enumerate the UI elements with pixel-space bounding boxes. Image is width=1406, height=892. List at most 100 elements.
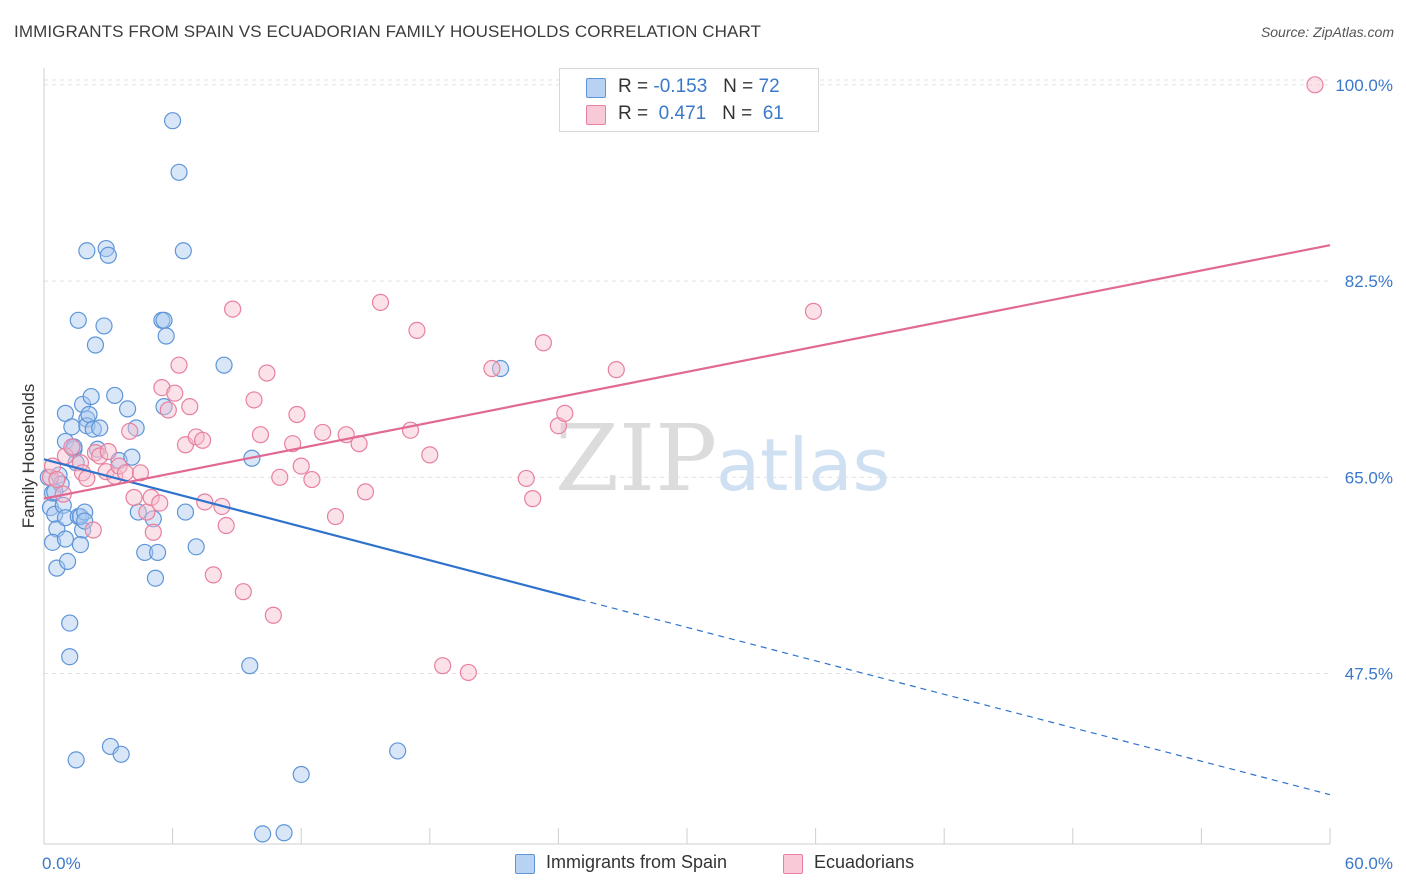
point-ecuadorians-39: [251, 426, 270, 444]
point-ecuadorians-57: [459, 663, 477, 682]
point-spain-17: [63, 418, 81, 436]
axes: [43, 68, 1331, 845]
point-spain-12: [58, 552, 77, 571]
point-ecuadorians-27: [170, 356, 188, 374]
y-tick-label-3: 100.0%: [1335, 76, 1393, 95]
point-spain-52: [148, 543, 167, 562]
point-ecuadorians-63: [556, 404, 574, 422]
point-spain-51: [146, 569, 165, 587]
y-axis-label: Family Households: [19, 384, 38, 529]
point-spain-62: [215, 356, 233, 374]
point-spain-3: [46, 505, 64, 523]
point-ecuadorians-11: [91, 447, 109, 465]
point-spain-28: [76, 512, 94, 530]
point-spain-26: [71, 535, 90, 554]
point-spain-6: [48, 559, 66, 577]
point-ecuadorians-31: [194, 431, 212, 449]
point-ecuadorians-40: [258, 364, 276, 382]
point-spain-60: [176, 503, 195, 521]
x-tick-label-0: 0.0%: [42, 854, 81, 873]
point-spain-45: [118, 400, 137, 418]
point-spain-11: [56, 530, 75, 548]
point-ecuadorians-61: [534, 334, 552, 352]
point-spain-56: [157, 327, 175, 345]
watermark: ZIP atlas: [555, 405, 890, 512]
point-ecuadorians-59: [517, 469, 535, 488]
point-ecuadorians-36: [224, 300, 242, 318]
tick-labels: 47.5% 65.0% 82.5% 100.0% 0.0% 60.0%: [42, 76, 1393, 873]
point-ecuadorians-54: [408, 321, 426, 340]
point-spain-5: [43, 533, 62, 551]
point-spain-22: [69, 311, 87, 329]
legend-swatch-spain: [586, 78, 606, 98]
gridlines: [44, 79, 1330, 675]
point-spain-42: [106, 386, 124, 405]
point-ecuadorians-41: [264, 606, 282, 624]
point-ecuadorians-5: [63, 438, 81, 456]
legend-swatch-ecuadorians: [586, 105, 606, 125]
point-ecuadorians-43: [284, 435, 302, 453]
legend-n-value-ecuadorians: 61: [762, 103, 784, 124]
point-spain-46: [123, 448, 141, 466]
point-ecuadorians-38: [245, 391, 263, 409]
series-legend-swatch-spain: [515, 854, 535, 874]
point-ecuadorians-37: [234, 583, 252, 601]
legend-r-label: R =: [618, 76, 649, 97]
point-spain-40: [99, 246, 117, 264]
point-spain-32: [78, 242, 96, 260]
point-spain-54: [155, 311, 173, 329]
point-spain-49: [136, 543, 154, 562]
point-spain-44: [112, 745, 130, 763]
point-ecuadorians-55: [421, 446, 439, 464]
point-ecuadorians-33: [204, 566, 222, 584]
point-ecuadorians-45: [292, 457, 310, 475]
point-ecuadorians-17: [121, 422, 139, 440]
watermark-zip: ZIP: [555, 405, 717, 512]
trend-line-ecuadorians: [43, 244, 1331, 500]
point-spain-27: [76, 503, 94, 521]
point-spain-58: [170, 163, 188, 181]
point-ecuadorians-42: [271, 468, 289, 486]
legend-n-label: N =: [723, 76, 754, 97]
point-spain-63: [241, 657, 259, 675]
point-ecuadorians-21: [142, 488, 160, 507]
point-ecuadorians-58: [483, 359, 501, 378]
point-spain-29: [78, 410, 96, 428]
point-ecuadorians-23: [151, 494, 169, 512]
point-ecuadorians-25: [159, 401, 177, 419]
point-ecuadorians-65: [804, 302, 823, 320]
point-ecuadorians-18: [125, 488, 143, 507]
point-spain-38: [95, 317, 113, 335]
legend-r-value-spain: -0.153: [653, 76, 708, 97]
point-spain-68: [389, 742, 407, 760]
point-ecuadorians-51: [356, 483, 375, 501]
point-ecuadorians-9: [84, 521, 102, 539]
watermark-atlas: atlas: [716, 423, 890, 507]
legend-r-label: R =: [618, 103, 649, 124]
legend-r-value-ecuadorians: 0.471: [658, 103, 707, 124]
correlation-legend: R = -0.153 N = 72 R = 0.471 N = 61: [559, 68, 819, 132]
y-tick-label-1: 65.0%: [1345, 468, 1393, 487]
point-spain-10: [56, 509, 75, 527]
data-points: [39, 76, 1324, 843]
y-tick-label-0: 47.5%: [1345, 665, 1393, 684]
point-ecuadorians-29: [181, 398, 199, 416]
x-tick-label-1: 60.0%: [1345, 854, 1393, 873]
point-spain-57: [164, 112, 182, 130]
point-spain-59: [174, 242, 192, 260]
point-ecuadorians-19: [131, 464, 150, 482]
trend-line-spain: [43, 458, 581, 601]
trend-lines: [43, 244, 1331, 796]
series-legend-label-ecuadorians: Ecuadorians: [814, 852, 915, 872]
point-spain-39: [97, 239, 115, 258]
series-legend-swatch-ecuadorians: [783, 854, 803, 874]
point-ecuadorians-22: [144, 523, 162, 541]
point-ecuadorians-26: [166, 384, 184, 402]
point-ecuadorians-13: [99, 442, 117, 461]
point-ecuadorians-52: [371, 293, 390, 311]
point-spain-67: [292, 765, 310, 784]
point-spain-34: [84, 420, 102, 438]
series-legend-label-spain: Immigrants from Spain: [546, 852, 728, 872]
point-ecuadorians-47: [314, 423, 332, 442]
point-spain-33: [82, 387, 100, 406]
